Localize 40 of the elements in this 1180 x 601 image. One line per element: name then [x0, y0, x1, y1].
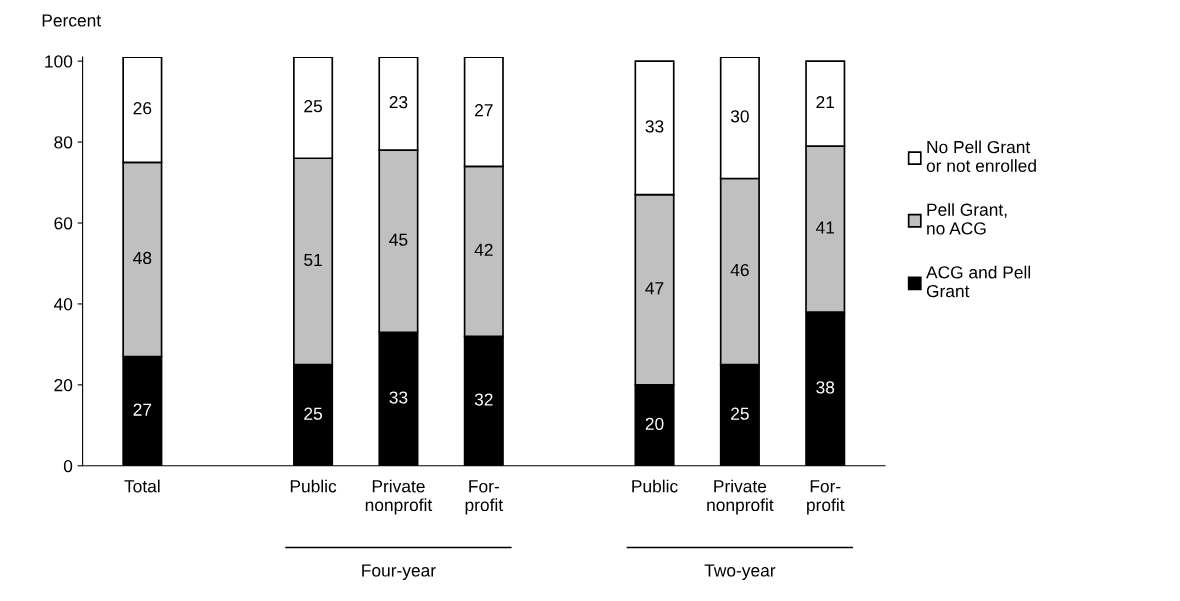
y-tick-label: 0: [63, 459, 73, 473]
y-tick-label: 40: [53, 298, 73, 311]
legend-label: No Pell Grant or not enrolled: [926, 140, 1036, 172]
legend-label: Pell Grant, no ACG: [927, 203, 1007, 235]
x-tick-label: Total: [124, 479, 160, 493]
data-label: 48: [133, 251, 152, 265]
data-label: 25: [304, 407, 323, 420]
y-tick-label: 60: [54, 217, 73, 230]
data-label: 47: [645, 282, 664, 295]
data-label: 25: [731, 407, 749, 420]
data-label: 33: [389, 391, 408, 404]
x-tick-label: Public: [290, 479, 337, 493]
x-tick-label: Public: [632, 479, 678, 493]
y-tick-label: 100: [45, 55, 73, 68]
data-label: 51: [304, 253, 322, 267]
data-label: 45: [389, 233, 408, 246]
x-tick-label: For- profit: [807, 480, 845, 515]
data-label: 30: [730, 110, 749, 123]
data-label: 32: [474, 393, 493, 406]
text: Four-year: [362, 564, 436, 581]
data-label: 46: [730, 263, 749, 277]
x-tick-label: Private nonprofit: [707, 479, 774, 515]
data-label: 20: [645, 417, 664, 430]
data-label: 27: [475, 104, 493, 117]
data-label: 38: [816, 381, 835, 394]
data-label: 42: [474, 243, 493, 256]
y-tick-label: 20: [54, 379, 73, 392]
data-label: 21: [816, 95, 835, 109]
legend-label: ACG and Pell Grant: [926, 265, 1031, 298]
data-label: 41: [815, 221, 835, 234]
data-label: 23: [389, 95, 408, 109]
x-tick-label: Private nonprofit: [365, 479, 433, 515]
data-label: 33: [645, 120, 664, 133]
text: Two-year: [704, 564, 776, 581]
y-tick-label: 80: [54, 136, 73, 149]
x-tick-label: For- profit: [465, 480, 503, 515]
data-label: 26: [133, 102, 152, 115]
data-label: 27: [133, 403, 152, 416]
data-label: 25: [304, 100, 323, 113]
y-axis-title: Percent: [42, 14, 101, 27]
